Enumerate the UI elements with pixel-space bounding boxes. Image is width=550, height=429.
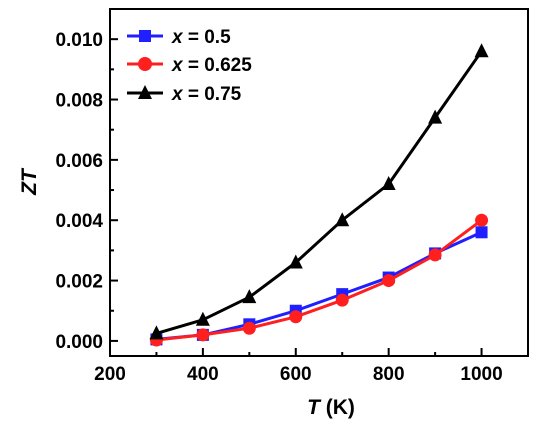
data-point-circle — [382, 274, 396, 288]
legend-entry-2: x = 0.625 — [127, 55, 252, 76]
data-point-circle — [242, 321, 256, 335]
data-point-triangle — [149, 325, 164, 340]
series-line-3 — [155, 50, 483, 335]
y-tick-label: 0.010 — [55, 30, 103, 51]
y-tick-label: 0.006 — [55, 151, 103, 172]
data-point-triangle — [195, 311, 210, 326]
y-tick-label: 0.004 — [55, 211, 103, 232]
legend-marker-square — [139, 30, 151, 42]
x-tick-label: 1000 — [460, 364, 502, 385]
data-point-circle — [196, 328, 210, 342]
data-point-triangle — [242, 289, 257, 304]
x-tick-label: 600 — [280, 364, 312, 385]
data-point-triangle — [288, 254, 303, 269]
data-point-circle — [428, 248, 442, 262]
data-point-circle — [289, 310, 303, 324]
data-point-triangle — [428, 109, 443, 124]
x-tick-label: 200 — [94, 364, 126, 385]
x-tick-label: 800 — [373, 364, 405, 385]
x-axis-label-var: T — [307, 396, 322, 419]
legend-entry-3: x = 0.75 — [127, 84, 242, 105]
series-line-2 — [156, 218, 483, 342]
y-tick-label: 0.000 — [55, 332, 103, 353]
data-point-triangle — [381, 176, 396, 191]
legend-marker-triangle — [138, 85, 152, 99]
y-tick-label: 0.002 — [55, 272, 103, 293]
y-tick-label: 0.008 — [55, 91, 103, 112]
y-axis-label: ZT — [18, 167, 41, 196]
data-point-triangle — [335, 212, 350, 227]
legend-label-3: x = 0.75 — [171, 84, 242, 105]
legend-label-2: x = 0.625 — [171, 55, 252, 76]
x-axis-label-unit: (K) — [320, 396, 355, 419]
legend: x = 0.5 x = 0.625 x = 0.75 — [127, 27, 252, 105]
data-point-circle — [335, 293, 349, 307]
data-point-triangle — [474, 43, 489, 58]
legend-marker-circle — [138, 57, 152, 71]
legend-entry-1: x = 0.5 — [127, 27, 231, 48]
x-axis-label: T (K) — [307, 396, 355, 419]
x-tick-label: 400 — [187, 364, 219, 385]
legend-label-1: x = 0.5 — [171, 27, 231, 48]
plot-frame — [109, 8, 529, 357]
data-point-square — [475, 226, 488, 239]
data-point-circle — [475, 213, 489, 227]
